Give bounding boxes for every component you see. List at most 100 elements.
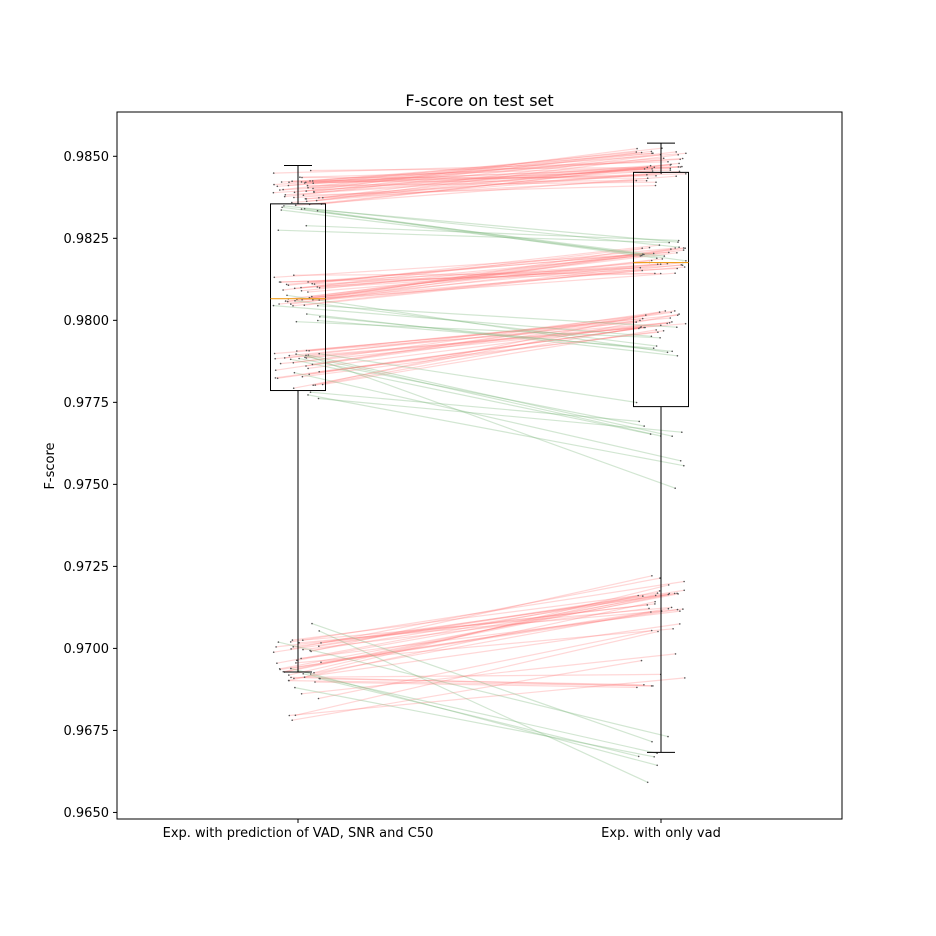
point-a-28 bbox=[272, 191, 275, 194]
box-1 bbox=[633, 142, 689, 753]
point-a-73 bbox=[283, 357, 286, 359]
pair-line-82 bbox=[306, 324, 661, 359]
point-b-29 bbox=[685, 152, 687, 155]
point-b-13 bbox=[655, 175, 657, 177]
point-a-51 bbox=[318, 287, 321, 289]
pair-line-69 bbox=[301, 255, 642, 292]
point-b-61 bbox=[641, 247, 643, 249]
pair-line-66 bbox=[296, 263, 661, 300]
point-b-55 bbox=[682, 247, 685, 249]
point-a-122 bbox=[291, 719, 294, 721]
point-b-121 bbox=[643, 684, 645, 686]
point-b-68 bbox=[674, 272, 676, 275]
pair-line-145 bbox=[273, 305, 652, 337]
pair-line-83 bbox=[274, 322, 670, 355]
point-a-22 bbox=[312, 182, 315, 184]
pair-line-123 bbox=[301, 653, 676, 695]
pair-line-109 bbox=[318, 589, 685, 647]
point-b-14 bbox=[636, 147, 638, 150]
point-b-59 bbox=[668, 251, 670, 254]
point-b-66 bbox=[659, 263, 662, 266]
box-0 bbox=[270, 164, 326, 673]
pair-line-6 bbox=[318, 170, 680, 199]
point-b-7 bbox=[643, 168, 646, 170]
point-a-81 bbox=[305, 349, 308, 352]
point-b-78 bbox=[635, 321, 637, 323]
pair-line-85 bbox=[319, 331, 658, 373]
point-b-63 bbox=[670, 248, 672, 250]
point-a-39 bbox=[302, 194, 305, 196]
point-a-58 bbox=[300, 286, 302, 289]
point-a-4 bbox=[315, 199, 318, 202]
plot-frame bbox=[116, 111, 843, 820]
point-b-134 bbox=[668, 241, 670, 244]
point-b-39 bbox=[654, 184, 657, 187]
pair-line-57 bbox=[288, 247, 676, 286]
point-b-24 bbox=[678, 162, 680, 165]
pair-line-19 bbox=[306, 165, 651, 192]
point-a-1 bbox=[280, 181, 283, 183]
point-b-0 bbox=[685, 173, 687, 175]
point-b-15 bbox=[635, 179, 638, 182]
pair-line-100 bbox=[276, 604, 648, 648]
box-rect-1 bbox=[633, 171, 689, 408]
point-b-129 bbox=[650, 629, 653, 632]
point-a-87 bbox=[308, 373, 311, 376]
pair-line-68 bbox=[285, 272, 676, 302]
point-a-153 bbox=[293, 371, 296, 374]
point-a-100 bbox=[275, 646, 277, 648]
pair-line-37 bbox=[312, 152, 653, 189]
pair-line-111 bbox=[279, 593, 679, 670]
pair-line-92 bbox=[315, 326, 642, 386]
point-b-50 bbox=[656, 263, 659, 266]
pair-line-114 bbox=[320, 603, 655, 644]
pair-line-97 bbox=[288, 601, 656, 682]
point-a-29 bbox=[311, 180, 314, 182]
point-b-44 bbox=[683, 266, 686, 268]
point-b-27 bbox=[675, 151, 677, 153]
pair-line-93 bbox=[275, 311, 672, 371]
point-a-33 bbox=[300, 181, 303, 183]
point-a-127 bbox=[293, 677, 295, 680]
point-a-49 bbox=[307, 291, 309, 293]
pair-line-55 bbox=[287, 247, 684, 303]
point-a-0 bbox=[303, 182, 306, 184]
pair-line-52 bbox=[317, 261, 650, 288]
point-a-140 bbox=[317, 319, 319, 322]
point-b-10 bbox=[650, 150, 653, 153]
pair-line-41 bbox=[308, 252, 654, 283]
point-b-71 bbox=[662, 330, 665, 332]
pair-line-127 bbox=[293, 623, 680, 679]
point-b-139 bbox=[643, 253, 645, 256]
point-b-142 bbox=[655, 345, 658, 347]
pair-line-96 bbox=[284, 592, 675, 673]
point-a-137 bbox=[305, 224, 308, 227]
y-axis: 0.9650 0.9675 0.9700 0.9725 0.9750 0.9775 0.98… bbox=[64, 150, 117, 821]
pair-line-46 bbox=[309, 258, 663, 299]
point-b-16 bbox=[646, 174, 648, 176]
point-a-158 bbox=[302, 673, 305, 675]
point-b-162 bbox=[651, 740, 653, 743]
pair-line-60 bbox=[309, 249, 684, 299]
pair-line-112 bbox=[280, 609, 678, 671]
point-b-152 bbox=[683, 464, 685, 467]
point-b-57 bbox=[674, 247, 676, 249]
pair-line-3 bbox=[301, 176, 648, 179]
point-a-93 bbox=[274, 369, 277, 372]
point-a-21 bbox=[272, 172, 275, 174]
point-a-118 bbox=[302, 648, 304, 651]
point-a-37 bbox=[312, 187, 314, 190]
point-a-152 bbox=[307, 394, 309, 396]
y-tick-label-6: 0.9800 bbox=[64, 314, 110, 329]
point-b-111 bbox=[677, 593, 679, 595]
point-b-82 bbox=[660, 324, 662, 327]
point-b-153 bbox=[679, 460, 682, 462]
pair-line-56 bbox=[312, 244, 660, 285]
pair-line-84 bbox=[322, 329, 657, 386]
point-b-143 bbox=[671, 350, 673, 353]
point-a-69 bbox=[300, 290, 303, 292]
point-a-91 bbox=[276, 377, 279, 380]
point-a-131 bbox=[288, 679, 290, 682]
pair-line-121 bbox=[319, 678, 644, 686]
pair-line-76 bbox=[308, 321, 672, 369]
